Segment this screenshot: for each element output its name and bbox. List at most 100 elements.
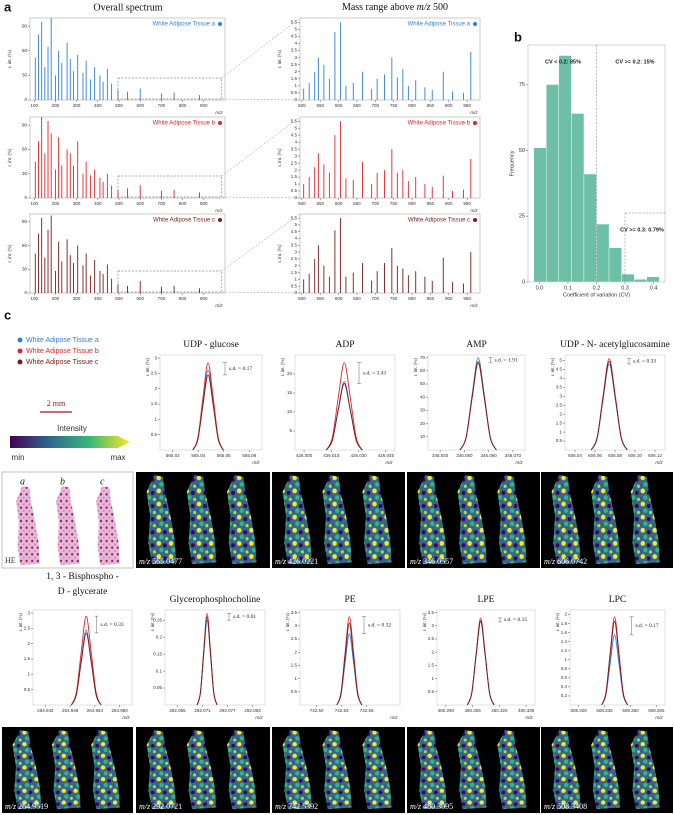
x-tick-label: 600 (335, 103, 343, 108)
y-axis-label: r. int. (%) (555, 613, 560, 632)
y-axis-label: r. int. (%) (150, 613, 155, 632)
y-axis-label: r. int. (%) (7, 244, 12, 263)
y-tick-label: 30 (22, 266, 28, 271)
plot-frame (564, 354, 666, 451)
x-tick-label: 500 (298, 201, 306, 206)
x-tick-label: 800 (408, 296, 416, 301)
mz-value: 264.9519 (18, 802, 48, 811)
x-tick-label: 950 (463, 296, 471, 301)
x-tick-label: 508.350 (622, 708, 639, 713)
x-tick-label: 606.08 (608, 453, 622, 458)
spectrum-curve (325, 383, 363, 451)
plot-frame (569, 609, 666, 706)
histogram-bar (533, 147, 547, 283)
legend-label: White Adipose Tissue c (408, 218, 470, 224)
he-label: c (100, 476, 105, 487)
x-tick-label: 700 (158, 201, 166, 206)
x-tick-label: 200 (52, 296, 60, 301)
legend-dot (473, 121, 477, 125)
zoom-connector (221, 98, 301, 101)
title-part: Mass range above (342, 2, 417, 13)
sd-bracket (627, 358, 631, 365)
x-tick-label: 264.954 (87, 708, 104, 713)
panel-title: Mass range above m/z 500 (342, 2, 448, 13)
chart-title: LPE (478, 595, 495, 605)
x-tick-label: 100 (30, 201, 38, 206)
x-tick-label: 800 (179, 201, 187, 206)
y-tick-label: 2 (294, 69, 297, 74)
x-tick-label: 292.077 (219, 708, 236, 713)
y-tick-label: 2.5 (151, 371, 158, 376)
panel-label: c (4, 307, 11, 322)
y-tick-label: 3 (294, 153, 297, 158)
annotation: CV < 0.2: 85% (545, 59, 581, 65)
histogram-bar (546, 84, 560, 283)
histogram-bar (646, 276, 660, 283)
y-tick-label: 60 (22, 48, 28, 53)
y-tick-label: 4.5 (556, 367, 563, 372)
y-tick-label: 30 (420, 408, 426, 413)
y-tick-label: 15 (287, 390, 293, 395)
y-axis-label: r. int. (%) (145, 358, 150, 377)
x-tick-label: 400 (94, 103, 102, 108)
y-tick-label: 2.5 (291, 636, 298, 641)
x-tick-label: 600 (136, 296, 144, 301)
y-axis-label: r. int. (%) (277, 50, 282, 69)
histogram-bar (633, 279, 647, 283)
y-tick-label: 60 (22, 243, 28, 248)
x-tick-label: 100 (30, 103, 38, 108)
x-axis-label: m/z (385, 460, 393, 465)
x-tick-label: 850 (427, 103, 435, 108)
y-tick-label: 2.5 (428, 636, 435, 641)
he-tag: HE (5, 556, 16, 565)
x-tick-label: 0.3 (621, 285, 629, 291)
histogram-bar (608, 247, 622, 283)
histogram-bar (571, 113, 585, 283)
mz-prefix: m/z (275, 802, 287, 811)
spectrum-curve (70, 632, 102, 706)
mz-value: 426.0221 (288, 557, 318, 566)
x-tick-label: 565.08 (242, 453, 256, 458)
y-tick-label: 2.5 (24, 626, 31, 631)
colorbar (10, 436, 130, 448)
histogram-bar (621, 273, 635, 283)
y-tick-label: 3 (559, 393, 562, 398)
y-tick-label: 0.5 (291, 90, 298, 95)
y-tick-label: 3 (294, 249, 297, 254)
y-axis-label: r. int. (%) (277, 244, 282, 263)
y-tick-label: 0.2 (156, 634, 163, 639)
y-tick-label: 5 (559, 358, 562, 363)
x-tick-label: 292.065 (169, 708, 186, 713)
legend-dot (218, 22, 222, 26)
y-tick-label: 0.8 (561, 666, 568, 671)
x-tick-label: 508.335 (596, 708, 613, 713)
x-tick-label: 500 (115, 296, 123, 301)
y-tick-label: 0.5 (291, 188, 298, 193)
y-tick-label: 0.1 (156, 668, 163, 673)
y-tick-label: 40 (420, 394, 426, 399)
y-tick-label: 0.5 (151, 432, 158, 437)
legend-label: White Adipose Tissue b (26, 348, 99, 355)
x-tick-label: 500 (298, 296, 306, 301)
y-tick-label: 0 (522, 279, 525, 285)
plot-frame (159, 354, 263, 451)
ion-image-label: m/z 426.0221 (275, 557, 318, 566)
y-tick-label: 0.4 (561, 684, 568, 689)
x-tick-label: 500 (115, 103, 123, 108)
legend-dot (17, 348, 23, 354)
ion-image-label: m/z 565.0477 (139, 557, 182, 566)
panel-label: b (514, 29, 522, 44)
spectrum-curve (196, 616, 218, 706)
colorbar-title: Intensity (57, 424, 87, 433)
sd-annotation: s.d. = 0.33 (633, 359, 656, 365)
y-tick-label: 90 (22, 219, 28, 224)
x-tick-label: 200 (52, 103, 60, 108)
plot-frame (32, 609, 133, 706)
x-tick-label: 0.4 (650, 285, 658, 291)
y-tick-label: 2 (27, 641, 30, 646)
x-tick-label: 508.365 (648, 708, 665, 713)
sd-bracket (223, 362, 227, 376)
x-tick-label: 700 (372, 201, 380, 206)
y-tick-label: 1 (564, 657, 567, 662)
spectrum-curve (192, 362, 224, 451)
